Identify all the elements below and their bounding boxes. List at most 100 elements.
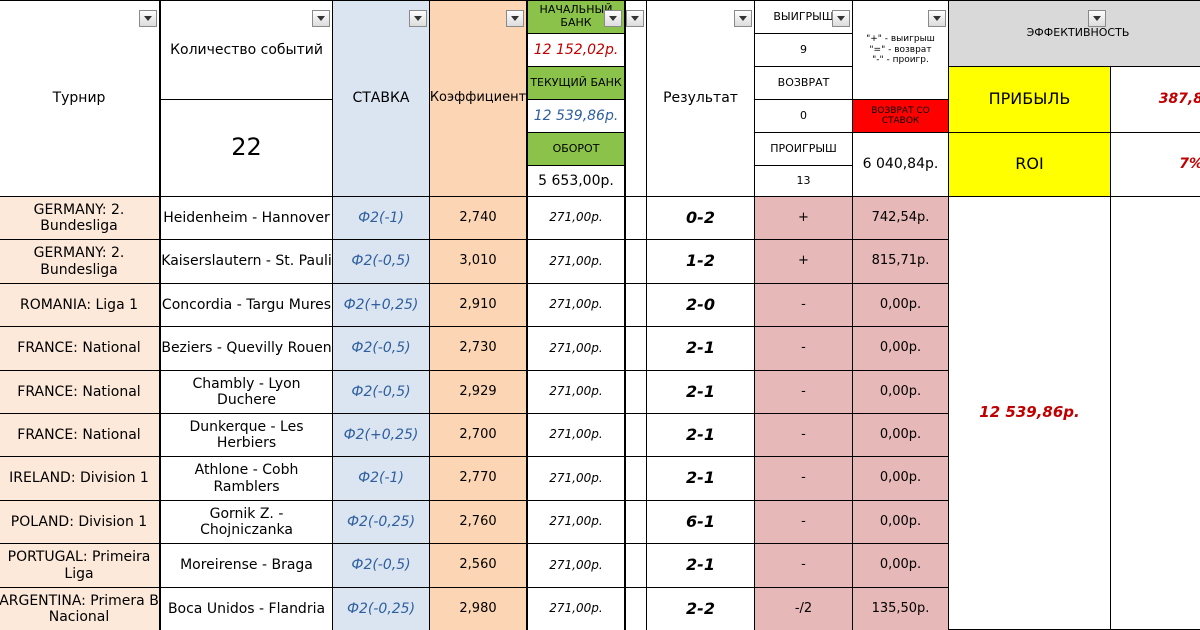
filter-spacer-button[interactable]: [626, 10, 644, 27]
row-coef[interactable]: 2,980: [429, 587, 527, 630]
turnover-label[interactable]: ОБОРОТ: [527, 132, 625, 166]
current-bank-label[interactable]: ТЕКУЩИЙ БАНК: [527, 66, 625, 100]
returns-label[interactable]: ВОЗВРАТ: [754, 66, 853, 100]
returns-value[interactable]: 0: [754, 99, 853, 133]
row-return[interactable]: 0,00р.: [852, 283, 949, 327]
row-bet[interactable]: Ф2(-0,5): [332, 326, 430, 371]
row-outcome[interactable]: -/2: [754, 587, 853, 630]
row-spacer[interactable]: [625, 196, 647, 240]
start-bank-value[interactable]: 12 152,02р.: [527, 33, 625, 67]
roi-value[interactable]: 7%: [1110, 132, 1200, 197]
row-outcome[interactable]: -: [754, 500, 853, 544]
row-score[interactable]: 2-1: [646, 413, 755, 457]
row-score[interactable]: 2-1: [646, 326, 755, 371]
row-spacer[interactable]: [625, 239, 647, 284]
row-match[interactable]: Gornik Z. - Chojniczanka: [160, 500, 333, 544]
row-match[interactable]: Boca Unidos - Flandria: [160, 587, 333, 630]
row-stake[interactable]: 271,00р.: [527, 196, 625, 240]
row-match[interactable]: Beziers - Quevilly Rouen: [160, 326, 333, 371]
row-coef[interactable]: 2,910: [429, 283, 527, 327]
row-match[interactable]: Chambly - Lyon Duchere: [160, 370, 333, 414]
row-score[interactable]: 6-1: [646, 500, 755, 544]
row-tournament[interactable]: GERMANY: 2. Bundesliga: [0, 239, 160, 284]
row-tournament[interactable]: ARGENTINA: Primera B Nacional: [0, 587, 160, 630]
row-match[interactable]: Kaiserslautern - St. Pauli: [160, 239, 333, 284]
tournament-header[interactable]: Турнир: [0, 0, 160, 197]
row-outcome[interactable]: +: [754, 196, 853, 240]
row-bet[interactable]: Ф2(-0,25): [332, 500, 430, 544]
row-match[interactable]: Athlone - Cobh Ramblers: [160, 456, 333, 501]
row-score[interactable]: 2-2: [646, 587, 755, 630]
row-stake[interactable]: 271,00р.: [527, 283, 625, 327]
row-score[interactable]: 1-2: [646, 239, 755, 284]
filter-efficiency-button[interactable]: [1088, 10, 1106, 27]
row-spacer[interactable]: [625, 326, 647, 371]
row-return[interactable]: 815,71р.: [852, 239, 949, 284]
row-coef[interactable]: 2,740: [429, 196, 527, 240]
row-match[interactable]: Concordia - Targu Mures: [160, 283, 333, 327]
row-tournament[interactable]: PORTUGAL: Primeira Liga: [0, 543, 160, 588]
events-count-value[interactable]: 22: [160, 99, 333, 197]
row-return[interactable]: 0,00р.: [852, 500, 949, 544]
row-return[interactable]: 135,50р.: [852, 587, 949, 630]
row-bet[interactable]: Ф2(+0,25): [332, 283, 430, 327]
row-spacer[interactable]: [625, 283, 647, 327]
row-stake[interactable]: 271,00р.: [527, 543, 625, 588]
row-tournament[interactable]: ROMANIA: Liga 1: [0, 283, 160, 327]
row-bet[interactable]: Ф2(-1): [332, 196, 430, 240]
row-match[interactable]: Heidenheim - Hannover: [160, 196, 333, 240]
return-from-bets-value[interactable]: 6 040,84р.: [852, 132, 949, 197]
summary-empty-cell[interactable]: [1110, 196, 1200, 630]
row-score[interactable]: 2-1: [646, 370, 755, 414]
row-spacer[interactable]: [625, 587, 647, 630]
wins-value[interactable]: 9: [754, 33, 853, 67]
row-tournament[interactable]: FRANCE: National: [0, 413, 160, 457]
result-header[interactable]: Результат: [646, 0, 755, 197]
row-spacer[interactable]: [625, 500, 647, 544]
row-outcome[interactable]: -: [754, 456, 853, 501]
row-coef[interactable]: 2,700: [429, 413, 527, 457]
profit-value[interactable]: 387,8: [1110, 66, 1200, 133]
filter-stake-button[interactable]: [409, 10, 427, 27]
row-stake[interactable]: 271,00р.: [527, 587, 625, 630]
return-from-bets-label[interactable]: ВОЗВРАТ СО СТАВОК: [852, 99, 949, 133]
row-outcome[interactable]: -: [754, 283, 853, 327]
row-return[interactable]: 0,00р.: [852, 543, 949, 588]
row-return[interactable]: 0,00р.: [852, 413, 949, 457]
row-score[interactable]: 2-1: [646, 543, 755, 588]
row-outcome[interactable]: -: [754, 413, 853, 457]
row-tournament[interactable]: IRELAND: Division 1: [0, 456, 160, 501]
row-stake[interactable]: 271,00р.: [527, 370, 625, 414]
row-score[interactable]: 2-0: [646, 283, 755, 327]
row-coef[interactable]: 2,730: [429, 326, 527, 371]
row-tournament[interactable]: FRANCE: National: [0, 370, 160, 414]
row-return[interactable]: 0,00р.: [852, 456, 949, 501]
row-coef[interactable]: 2,560: [429, 543, 527, 588]
row-return[interactable]: 0,00р.: [852, 326, 949, 371]
row-outcome[interactable]: +: [754, 239, 853, 284]
row-tournament[interactable]: POLAND: Division 1: [0, 500, 160, 544]
row-stake[interactable]: 271,00р.: [527, 456, 625, 501]
roi-label[interactable]: ROI: [948, 132, 1111, 197]
row-coef[interactable]: 2,760: [429, 500, 527, 544]
row-score[interactable]: 0-2: [646, 196, 755, 240]
efficiency-header[interactable]: ЭФФЕКТИВНОСТЬ: [948, 0, 1200, 67]
row-stake[interactable]: 271,00р.: [527, 413, 625, 457]
row-outcome[interactable]: -: [754, 326, 853, 371]
row-return[interactable]: 742,54р.: [852, 196, 949, 240]
turnover-value[interactable]: 5 653,00р.: [527, 165, 625, 197]
filter-bank-button[interactable]: [604, 10, 622, 27]
coef-header[interactable]: Коэффициент: [429, 0, 527, 197]
row-bet[interactable]: Ф2(-0,5): [332, 543, 430, 588]
row-bet[interactable]: Ф2(-0,5): [332, 239, 430, 284]
filter-wins-button[interactable]: [832, 10, 850, 27]
row-tournament[interactable]: FRANCE: National: [0, 326, 160, 371]
row-bet[interactable]: Ф2(-1): [332, 456, 430, 501]
filter-tournament-button[interactable]: [139, 10, 157, 27]
current-bank-value[interactable]: 12 539,86р.: [527, 99, 625, 133]
row-match[interactable]: Dunkerque - Les Herbiers: [160, 413, 333, 457]
row-outcome[interactable]: -: [754, 543, 853, 588]
row-spacer[interactable]: [625, 413, 647, 457]
row-stake[interactable]: 271,00р.: [527, 239, 625, 284]
row-score[interactable]: 2-1: [646, 456, 755, 501]
